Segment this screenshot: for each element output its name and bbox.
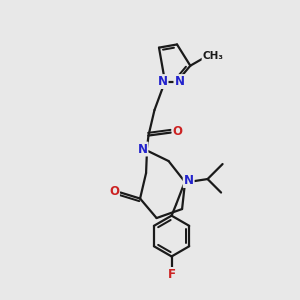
Text: N: N bbox=[184, 174, 194, 187]
Text: O: O bbox=[109, 184, 119, 197]
Text: N: N bbox=[137, 142, 148, 155]
Text: O: O bbox=[172, 125, 183, 138]
Text: N: N bbox=[158, 75, 168, 88]
Text: N: N bbox=[174, 75, 184, 88]
Text: CH₃: CH₃ bbox=[202, 51, 224, 61]
Text: F: F bbox=[168, 268, 176, 281]
